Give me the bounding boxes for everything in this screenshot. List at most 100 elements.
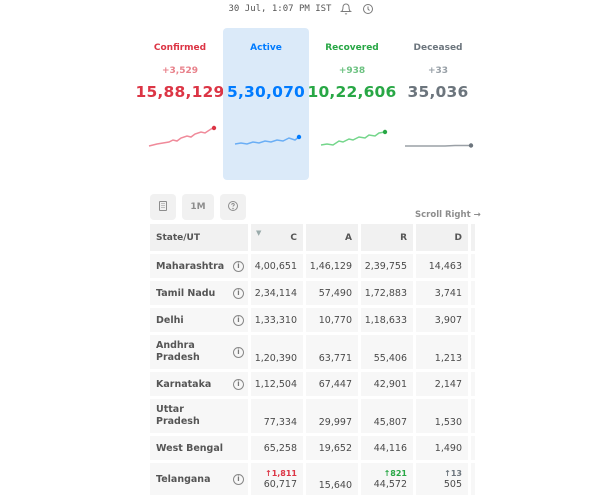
column-header-state[interactable]: State/UT	[150, 224, 248, 251]
state-name: West Bengal	[156, 442, 224, 454]
column-header-label: State/UT	[156, 232, 200, 243]
table-row[interactable]: Maharashtra i 4,00,651 1,46,129 2,39,755 …	[150, 254, 480, 278]
level-label: Recovered	[325, 43, 379, 53]
confirmed-value: 60,717	[263, 479, 297, 491]
overflow-cell	[471, 463, 475, 495]
state-name: Tamil Nadu	[156, 287, 216, 299]
recovered-cell: 42,901	[361, 372, 413, 396]
state-cell: Andhra Pradesh i	[150, 335, 248, 369]
info-icon[interactable]: i	[233, 473, 244, 485]
recovered-cell: 55,406	[361, 335, 413, 369]
table-row[interactable]: Andhra Pradesh i 1,20,390 63,771 55,406 1…	[150, 335, 480, 369]
state-cell: Maharashtra i	[150, 254, 248, 278]
deceased-cell: 14,463	[416, 254, 468, 278]
table-row[interactable]: Delhi i 1,33,310 10,770 1,18,633 3,907	[150, 308, 480, 332]
deceased-cell: ↑13 505	[416, 463, 468, 495]
recovered-cell: ↑821 44,572	[361, 463, 413, 495]
deceased-value: 505	[443, 479, 462, 491]
table-header-row: State/UT ▼ C A R D	[150, 224, 480, 251]
confirmed-cell: 2,34,114	[251, 281, 303, 305]
recovered-sparkline	[320, 129, 388, 146]
overflow-cell	[471, 335, 475, 369]
column-header-recovered[interactable]: R	[361, 224, 413, 251]
last-updated-bar: 30 Jul, 1:07 PM IST	[0, 0, 604, 18]
level-delta: +938	[338, 66, 366, 76]
deceased-cell: 1,213	[416, 335, 468, 369]
active-cell: 57,490	[306, 281, 358, 305]
active-cell: 19,652	[306, 436, 358, 460]
overflow-cell	[471, 254, 475, 278]
confirmed-cell: 1,33,310	[251, 308, 303, 332]
district-toggle-button[interactable]	[150, 194, 176, 220]
level-recovered[interactable]: Recovered +938 10,22,606	[307, 28, 396, 180]
level-active[interactable]: Active 5,30,070	[223, 28, 309, 180]
state-name: Telangana	[156, 473, 211, 485]
overflow-cell	[471, 399, 475, 433]
info-icon[interactable]: i	[233, 378, 244, 390]
column-header-overflow	[471, 224, 475, 251]
district-icon	[157, 200, 169, 215]
confirmed-cell: 1,20,390	[251, 335, 303, 369]
table-row[interactable]: West Bengal 65,258 19,652 44,116 1,490	[150, 436, 480, 460]
recovered-cell: 45,807	[361, 399, 413, 433]
history-icon[interactable]	[361, 2, 375, 16]
state-cell: West Bengal	[150, 436, 248, 460]
table-controls: 1M	[150, 194, 246, 220]
confirmed-cell: ↑1,811 60,717	[251, 463, 303, 495]
level-label: Deceased	[413, 43, 463, 53]
overflow-cell	[471, 281, 475, 305]
level-total: 5,30,070	[226, 83, 306, 101]
level-total: 15,88,129	[135, 83, 225, 101]
column-header-confirmed[interactable]: C	[251, 224, 303, 251]
overflow-cell	[471, 372, 475, 396]
confirmed-cell: 1,12,504	[251, 372, 303, 396]
last-updated-time: 30 Jul, 1:07 PM IST	[228, 4, 332, 14]
deceased-stack: ↑13 505	[444, 463, 462, 495]
level-delta: +3,529	[161, 66, 198, 76]
state-cell: Delhi i	[150, 308, 248, 332]
column-header-active[interactable]: A	[306, 224, 358, 251]
active-cell: 67,447	[306, 372, 358, 396]
scroll-right-hint: Scroll Right →	[415, 210, 481, 220]
table-row[interactable]: Telangana i ↑1,811 60,717 15,640 ↑821 44,…	[150, 463, 480, 495]
level-total: 35,036	[407, 83, 469, 101]
info-icon[interactable]: i	[233, 287, 244, 299]
help-button[interactable]	[220, 194, 246, 220]
deceased-delta: ↑13	[444, 469, 462, 479]
state-name: Uttar Pradesh	[156, 404, 200, 427]
deceased-sparkline	[405, 143, 474, 148]
recovered-delta: ↑821	[383, 469, 407, 479]
bell-icon[interactable]	[339, 2, 353, 16]
state-cell: Uttar Pradesh	[150, 399, 248, 433]
level-deceased[interactable]: Deceased +33 35,036	[395, 28, 481, 180]
confirmed-stack: ↑1,811 60,717	[264, 463, 297, 495]
recovered-value: 44,572	[373, 479, 407, 491]
timeseries-1m-button[interactable]: 1M	[182, 194, 214, 220]
level-total: 10,22,606	[307, 83, 397, 101]
recovered-cell: 1,72,883	[361, 281, 413, 305]
table-row[interactable]: Tamil Nadu i 2,34,114 57,490 1,72,883 3,7…	[150, 281, 480, 305]
level-cards: Confirmed +3,529 15,88,129 Active 5,30,0…	[135, 28, 481, 180]
active-cell: 29,997	[306, 399, 358, 433]
state-cell: Karnataka i	[150, 372, 248, 396]
sort-indicator-icon: ▼	[256, 229, 262, 237]
info-icon[interactable]: i	[233, 346, 244, 358]
recovered-cell: 1,18,633	[361, 308, 413, 332]
level-confirmed[interactable]: Confirmed +3,529 15,88,129	[135, 28, 224, 180]
table-row[interactable]: Karnataka i 1,12,504 67,447 42,901 2,147	[150, 372, 480, 396]
confirmed-cell: 65,258	[251, 436, 303, 460]
deceased-cell: 3,741	[416, 281, 468, 305]
state-name: Maharashtra	[156, 260, 225, 272]
info-icon[interactable]: i	[233, 314, 244, 326]
confirmed-cell: 77,334	[251, 399, 303, 433]
deceased-cell: 1,490	[416, 436, 468, 460]
state-name: Andhra Pradesh	[156, 340, 200, 363]
info-icon[interactable]: i	[233, 260, 244, 272]
overflow-cell	[471, 308, 475, 332]
state-name: Delhi	[156, 314, 184, 326]
states-table: State/UT ▼ C A R D Maharashtra i 4,00,651…	[150, 224, 480, 498]
column-header-deceased[interactable]: D	[416, 224, 468, 251]
table-row[interactable]: Uttar Pradesh 77,334 29,997 45,807 1,530	[150, 399, 480, 433]
deceased-cell: 2,147	[416, 372, 468, 396]
active-sparkline	[234, 134, 302, 145]
